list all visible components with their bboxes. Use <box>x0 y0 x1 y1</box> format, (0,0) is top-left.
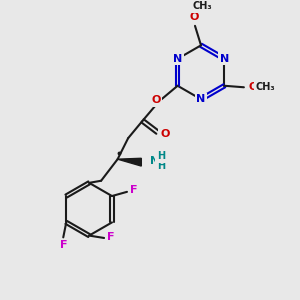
Text: CH₃: CH₃ <box>256 82 275 92</box>
Text: F: F <box>107 232 115 242</box>
Polygon shape <box>118 158 141 166</box>
Text: H: H <box>157 161 165 171</box>
Text: N: N <box>173 54 182 64</box>
Text: N: N <box>196 94 206 104</box>
Text: O: O <box>248 82 258 92</box>
Text: O: O <box>151 95 161 105</box>
Text: O: O <box>190 12 199 22</box>
Text: H: H <box>157 151 165 161</box>
Text: N: N <box>150 156 159 166</box>
Text: N: N <box>220 54 229 64</box>
Text: CH₃: CH₃ <box>193 2 212 11</box>
Text: F: F <box>130 185 137 195</box>
Text: O: O <box>160 129 169 139</box>
Text: F: F <box>60 240 68 250</box>
